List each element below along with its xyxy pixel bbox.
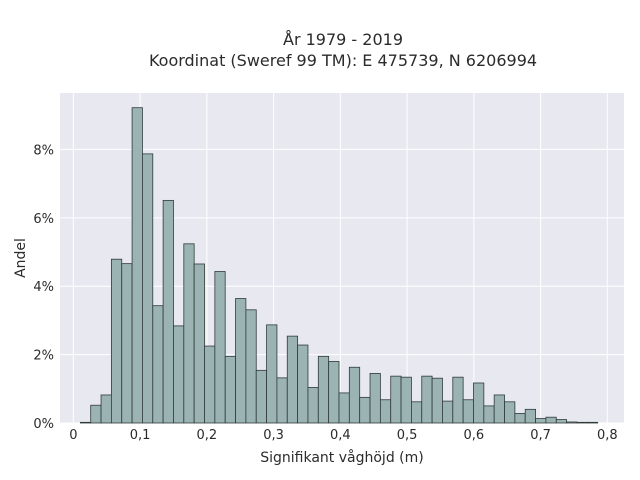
histogram-bar <box>183 243 195 424</box>
histogram-bar <box>586 421 599 424</box>
histogram-bar <box>379 399 392 424</box>
histogram-bar <box>555 419 568 424</box>
chart-title-line-1: År 1979 - 2019 <box>283 30 403 49</box>
histogram-bar <box>286 335 299 424</box>
chart-title-line-2: Koordinat (Sweref 99 TM): E 475739, N 62… <box>149 51 537 70</box>
x-tick-label: 0,7 <box>530 428 551 443</box>
x-tick-label: 0,8 <box>597 428 618 443</box>
histogram-bar <box>235 298 247 424</box>
histogram-bar <box>369 373 381 424</box>
histogram-bar <box>193 263 205 424</box>
histogram-bar <box>400 376 412 424</box>
histogram-bar <box>504 401 516 424</box>
histogram-bar <box>255 369 267 424</box>
histogram-bar <box>524 408 536 424</box>
y-tick-label: 0% <box>33 417 54 432</box>
histogram-bar <box>348 366 361 424</box>
histogram-bar <box>245 309 257 424</box>
histogram-bar <box>224 355 236 424</box>
y-tick-label: 4% <box>33 280 54 295</box>
histogram-bar <box>204 345 216 424</box>
histogram-bar <box>442 400 454 424</box>
x-tick-label: 0 <box>69 428 77 443</box>
histogram-bar <box>307 387 319 424</box>
histogram-bar <box>545 416 557 424</box>
y-tick-label: 2% <box>33 349 54 364</box>
y-tick-label: 8% <box>33 143 54 158</box>
x-tick-label: 0,6 <box>463 428 484 443</box>
histogram-bar <box>162 199 174 424</box>
histogram-bar <box>462 399 474 424</box>
histogram-bar <box>473 382 485 424</box>
histogram-bar <box>338 392 350 424</box>
histogram-bar <box>276 377 288 424</box>
histogram-bar <box>214 271 226 424</box>
bars-group <box>79 107 599 424</box>
histogram-bar <box>90 404 102 424</box>
histogram-bar <box>152 305 164 424</box>
x-tick-label: 0,2 <box>196 428 217 443</box>
histogram-bar <box>576 421 588 424</box>
histogram-bar <box>79 421 92 424</box>
histogram-bar <box>493 394 505 424</box>
histogram-bar <box>131 107 143 424</box>
histogram-bar <box>431 377 443 424</box>
histogram-bar <box>411 401 423 424</box>
histogram-bar <box>535 418 547 424</box>
histogram-bar <box>110 258 123 424</box>
histogram-bar <box>421 375 433 424</box>
x-tick-label: 0,4 <box>330 428 351 443</box>
histogram-bar <box>359 396 371 424</box>
histogram-bar <box>452 376 464 424</box>
x-tick-labels: 0 0,1 0,2 0,3 0,4 0,5 0,6 0,7 0,8 <box>69 428 617 443</box>
histogram-bar <box>297 344 309 424</box>
histogram-bar <box>566 421 578 424</box>
histogram-bar <box>142 153 154 424</box>
histogram-bar <box>266 324 278 424</box>
x-tick-label: 0,1 <box>130 428 151 443</box>
histogram-bar <box>328 361 340 424</box>
histogram-bar <box>317 355 330 424</box>
histogram-bar <box>514 413 526 424</box>
y-tick-label: 6% <box>33 212 54 227</box>
histogram-bar <box>100 394 112 424</box>
x-axis-label: Signifikant våghöjd (m) <box>260 449 423 466</box>
histogram-bar <box>390 375 402 424</box>
y-tick-labels: 0% 2% 4% 6% 8% <box>33 143 54 432</box>
histogram-bar <box>483 405 495 424</box>
histogram-bar <box>173 325 185 424</box>
x-tick-label: 0,5 <box>397 428 418 443</box>
histogram-bar <box>121 263 133 424</box>
y-axis-label: Andel <box>13 238 29 278</box>
x-tick-label: 0,3 <box>263 428 284 443</box>
